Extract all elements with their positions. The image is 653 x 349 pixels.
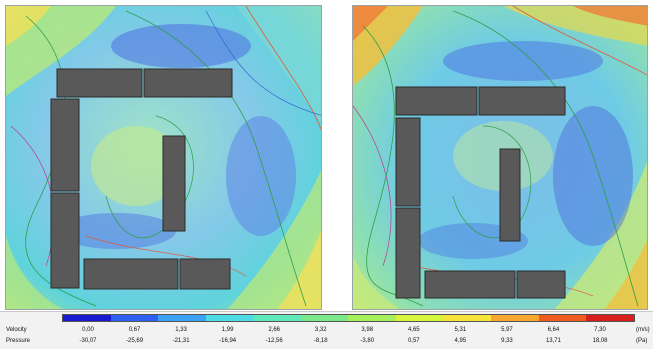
simulation-view-left [5, 5, 322, 310]
contour-line [362, 25, 424, 307]
building-block [424, 270, 516, 299]
velocity-tick-label: 3,98 [361, 327, 374, 333]
flow-zone [353, 6, 388, 41]
color-scale-segment [586, 315, 634, 321]
contour-line [205, 10, 321, 116]
low-velocity-zone [56, 213, 176, 249]
contour-line [85, 235, 247, 277]
building-block [478, 86, 566, 116]
pressure-unit: (Pa) [636, 338, 648, 344]
color-scale-bar [62, 314, 635, 322]
low-velocity-zone [553, 106, 633, 246]
building-block [50, 98, 80, 192]
low-velocity-zone [443, 41, 603, 81]
pressure-tick-label: -25,69 [126, 338, 144, 344]
color-scale-segment [491, 315, 539, 321]
pressure-tick-label: -30,07 [79, 338, 97, 344]
pressure-tick-label: -3,80 [360, 338, 375, 344]
building-block [56, 68, 143, 98]
color-scale-segment [253, 315, 301, 321]
velocity-tick-label: 6,64 [547, 327, 560, 333]
building-block [50, 192, 80, 289]
color-scale-legend: Velocity Pressure (m/s) (Pa) 0,00 0,67 1,3… [0, 311, 653, 349]
building-block [143, 68, 233, 98]
flow-zone [236, 6, 321, 124]
velocity-tick-label: 0,67 [128, 327, 141, 333]
contour-line [125, 10, 307, 307]
building-block [499, 148, 521, 242]
color-scale-segment [205, 315, 254, 321]
building-block [516, 270, 566, 299]
flow-field-left [6, 6, 321, 309]
building-block [395, 207, 421, 299]
velocity-tick-label: 1,99 [221, 327, 234, 333]
flow-zone [6, 6, 116, 96]
flow-zone [227, 170, 321, 309]
simulation-view-right [352, 5, 648, 310]
low-velocity-zone [111, 24, 251, 68]
velocity-tick-label: 7,30 [594, 327, 606, 333]
velocity-tick-label: 1,33 [175, 327, 187, 333]
contour-line [452, 10, 639, 307]
low-velocity-zone [226, 116, 296, 236]
flow-zone [353, 6, 423, 86]
contour-line [452, 125, 532, 238]
velocity-tick-label: 4,65 [407, 327, 420, 333]
flow-zone [6, 236, 63, 309]
pressure-tick-label: 0,57 [407, 338, 420, 344]
building-block [162, 135, 186, 232]
pressure-tick-label: -16,94 [219, 338, 237, 344]
velocity-tick-label: 5,97 [501, 327, 513, 333]
flow-zone [6, 6, 51, 46]
building-block [395, 117, 421, 207]
contour-line [245, 6, 321, 131]
velocity-tick-label: 5,31 [454, 327, 467, 333]
flow-zone [277, 230, 321, 309]
building-block [179, 258, 231, 290]
pressure-tick-label: 4,95 [454, 338, 467, 344]
contour-line [353, 105, 392, 267]
color-scale-segment [348, 315, 397, 321]
pressure-tick-label: -8,18 [313, 338, 328, 344]
sheltered-zone [91, 126, 181, 206]
color-scale-segment [396, 315, 444, 321]
pressure-tick-label: -12,56 [265, 338, 283, 344]
pressure-tick-label: 18,08 [592, 338, 608, 344]
color-scale-segment [300, 315, 349, 321]
velocity-tick-label: 2,66 [268, 327, 281, 333]
velocity-label: Velocity [6, 327, 27, 333]
flow-zone [554, 161, 647, 309]
pressure-tick-label: -21,31 [172, 338, 190, 344]
velocity-unit: (m/s) [636, 327, 650, 333]
contour-line [25, 15, 97, 307]
flow-zone [604, 240, 647, 309]
contour-line [512, 6, 647, 76]
velocity-tick-label: 3,32 [314, 327, 327, 333]
pressure-tick-label: 13,71 [545, 338, 561, 344]
color-scale-segment [538, 315, 587, 321]
building-block [83, 258, 179, 290]
flow-zone [573, 6, 647, 26]
flow-zone [353, 256, 400, 309]
flow-field-right [353, 6, 647, 309]
pressure-label: Pressure [6, 338, 31, 344]
velocity-tick-label: 0,00 [82, 327, 94, 333]
pressure-tick-label: 9,33 [501, 338, 513, 344]
building-block [395, 86, 478, 116]
color-scale-segment [158, 315, 206, 321]
color-scale-segment [63, 315, 111, 321]
color-scale-segment [110, 315, 159, 321]
color-scale-segment [443, 315, 492, 321]
